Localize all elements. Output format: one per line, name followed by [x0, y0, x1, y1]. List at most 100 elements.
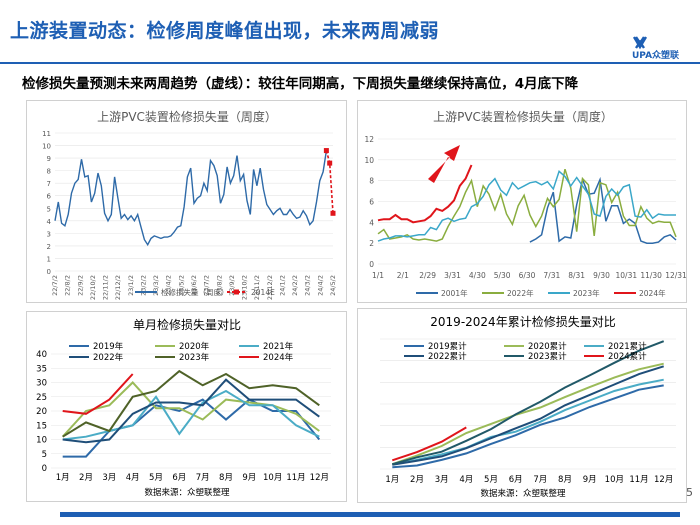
- x-tick-label: 11月: [286, 473, 305, 483]
- x-tick-label: 9/30: [593, 271, 610, 280]
- y-tick-label: 2: [47, 243, 51, 251]
- x-tick-label: 23/4/2: [165, 275, 173, 296]
- upa-logo-icon: [632, 36, 648, 50]
- x-tick-label: 2月: [410, 475, 424, 485]
- x-tick-label: 7/31: [543, 271, 560, 280]
- x-tick-label: 5/30: [494, 271, 511, 280]
- x-tick-label: 22/11/2: [102, 275, 110, 300]
- chart-title: 上游PVC装置检修损失量（周度）: [433, 109, 613, 124]
- y-tick-label: 6: [47, 193, 52, 201]
- x-tick-label: 6/30: [519, 271, 536, 280]
- page-subtitle: 检修损失量预测未来两周趋势（虚线）：较往年同期高，下周损失量继续保持高位，4月底…: [22, 76, 579, 92]
- x-tick-label: 22/9/2: [76, 275, 84, 296]
- x-tick-label: 11/30: [640, 271, 662, 280]
- legend-label: 2014E: [251, 288, 275, 297]
- x-tick-label: 23/2/2: [139, 275, 147, 296]
- series-line-2001年: [529, 176, 677, 244]
- x-tick-label: 23/3/2: [152, 275, 160, 296]
- x-tick-label: 2/29: [419, 271, 436, 280]
- footer-bar: [60, 512, 680, 517]
- x-tick-label: 22/10/2: [89, 275, 97, 300]
- legend-label: 2024年: [639, 288, 666, 298]
- source-note: 数据来源：众塑联整理: [480, 488, 566, 499]
- legend-label: 2020累计: [528, 341, 567, 352]
- x-tick-label: 6月: [509, 475, 523, 485]
- x-tick-label: 23/7/2: [203, 275, 211, 296]
- legend-label: 2001年: [441, 288, 468, 298]
- y-tick-label: 10: [364, 156, 374, 165]
- series-line-2020累计: [391, 362, 664, 466]
- series-line-2022年: [62, 378, 320, 444]
- y-tick-label: 5: [47, 205, 51, 213]
- y-tick-label: 4: [47, 218, 52, 226]
- y-tick-label: 8: [47, 168, 51, 176]
- y-tick-label: 3: [47, 230, 51, 238]
- monthly-chart: 单月检修损失量对比 0 5 10 15 20 25 30 35 40 1月 2月 3月 4月 5月 6月 7月 8…: [36, 317, 331, 498]
- y-tick-label: 30: [36, 379, 47, 389]
- x-tick-label: 1月: [385, 475, 399, 485]
- source-note: 数据来源：众塑联整理: [144, 487, 230, 498]
- series-line-2021年: [62, 389, 320, 441]
- x-tick-label: 9月: [583, 475, 597, 485]
- x-tick-label: 23/9/2: [228, 275, 236, 296]
- series-line-2019累计: [392, 384, 664, 469]
- y-tick-label: 10: [42, 143, 51, 151]
- x-tick-label: 24/1/2: [278, 275, 286, 296]
- series-line-2023累计: [392, 340, 665, 466]
- forecast-point: [327, 160, 333, 166]
- monthly-chart-panel: 单月检修损失量对比 0 5 10 15 20 25 30 35 40 1月 2月 3月 4月 5月 6月 7月 8…: [26, 311, 347, 502]
- x-tick-label: 23/1/2: [127, 275, 135, 296]
- x-tick-label: 11月: [629, 475, 648, 485]
- x-tick-label: 7月: [196, 473, 210, 483]
- x-tick-label: 24/5/2: [329, 275, 337, 296]
- legend-label: 2023年: [573, 288, 600, 298]
- x-tick-label: 23/11/2: [253, 275, 261, 300]
- legend-label: 2024年: [263, 352, 294, 363]
- x-tick-label: 7月: [533, 475, 547, 485]
- weekly-chart-panel: 上游PVC装置检修损失量（周度） 0 1 2 3 4 5 6 7 8 9 10 11 22/7/2 22/8…: [26, 100, 347, 303]
- x-tick-label: 8月: [219, 473, 233, 483]
- x-tick-label: 8/31: [568, 271, 585, 280]
- x-tick-label: 23/12/2: [266, 275, 274, 300]
- series-line-2020年: [61, 381, 320, 438]
- legend-label: 检修损失量（周度）: [161, 287, 229, 297]
- x-tick-label: 4月: [126, 473, 140, 483]
- forecast-point: [323, 148, 329, 154]
- y-tick-label: 7: [47, 180, 51, 188]
- yearly-chart: 上游PVC装置检修损失量（周度） 0 2 4 6 8 10 12 1/1 2/1 2/29 3/31 4…: [364, 109, 687, 298]
- y-tick-label: 35: [36, 364, 47, 374]
- series-line-2023年: [62, 369, 320, 438]
- weekly-chart: 上游PVC装置检修损失量（周度） 0 1 2 3 4 5 6 7 8 9 10 11 22/7/2 22/8…: [42, 109, 337, 300]
- legend-label: 2021累计: [608, 341, 647, 352]
- cumulative-chart-panel: 2019-2024年累计检修损失量对比 1月 2月 3月 4月 5月 6月 7月 8月 9月 10月…: [357, 308, 687, 503]
- x-tick-label: 10月: [263, 473, 282, 483]
- y-tick-label: 6: [369, 198, 374, 207]
- x-tick-label: 12/31: [665, 271, 687, 280]
- y-tick-label: 9: [47, 155, 51, 163]
- x-tick-label: 12月: [310, 473, 329, 483]
- y-tick-label: 0: [369, 260, 374, 269]
- x-tick-label: 6月: [172, 473, 186, 483]
- y-tick-label: 5: [42, 450, 47, 460]
- x-tick-label: 22/12/2: [114, 275, 122, 300]
- chart-title: 上游PVC装置检修损失量（周度）: [97, 109, 277, 124]
- logo-text: UPA众塑联: [632, 51, 680, 61]
- legend-marker: [234, 289, 239, 295]
- y-tick-label: 25: [36, 393, 47, 403]
- y-tick-label: 11: [42, 130, 51, 138]
- series-line-2024年: [62, 373, 134, 415]
- y-tick-label: 0: [42, 464, 47, 474]
- series-line-2024累计: [391, 426, 467, 462]
- header-divider: [0, 62, 700, 64]
- y-tick-label: 20: [36, 407, 47, 417]
- y-tick-label: 40: [36, 350, 47, 360]
- x-tick-label: 1月: [56, 473, 70, 483]
- x-tick-label: 3月: [435, 475, 449, 485]
- x-tick-label: 3月: [102, 473, 116, 483]
- x-tick-label: 8月: [558, 475, 572, 485]
- series-line-2014E: [325, 150, 334, 214]
- legend-label: 2022累计: [428, 351, 467, 362]
- x-tick-label: 10月: [605, 475, 624, 485]
- trend-arrow-icon: [428, 145, 460, 183]
- legend-label: 2022年: [507, 288, 534, 298]
